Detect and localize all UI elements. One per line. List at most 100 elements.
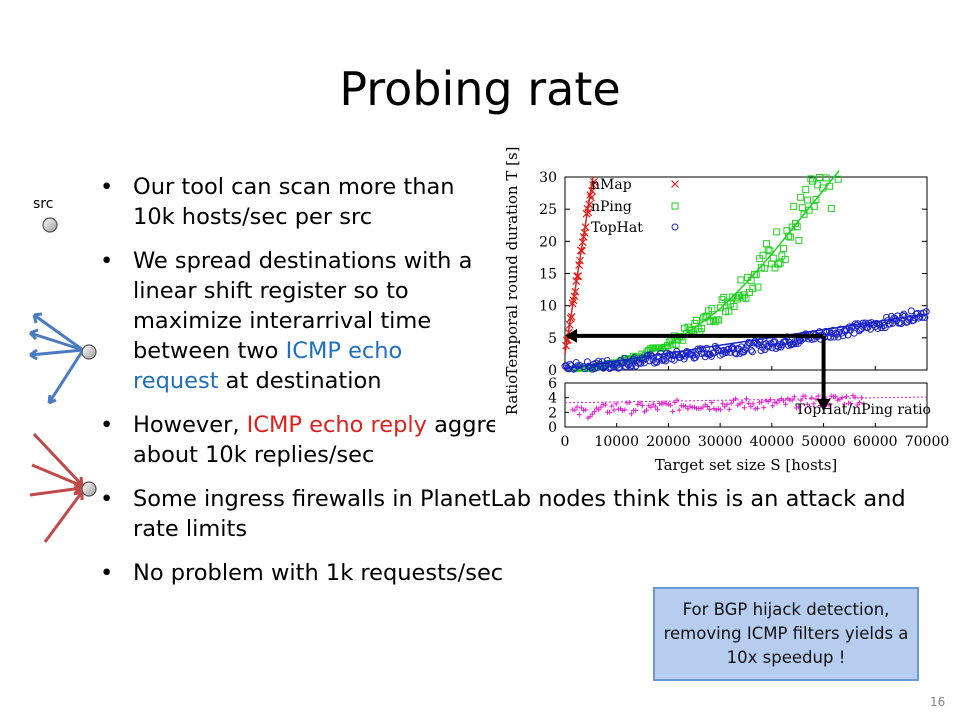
ratio-point xyxy=(587,414,593,420)
nping-point xyxy=(671,202,679,210)
ratio-point xyxy=(667,402,673,408)
ratio-point xyxy=(796,404,802,410)
x-tick-label: 0 xyxy=(561,434,570,450)
ratio-point xyxy=(741,405,747,411)
ratio-point xyxy=(670,408,676,414)
ratio-point xyxy=(724,401,730,407)
nping-point xyxy=(790,203,798,211)
ratio-point xyxy=(780,398,786,404)
ratio-point xyxy=(626,400,632,406)
ratio-fit-line xyxy=(564,396,928,404)
nping-point xyxy=(708,305,716,313)
ratio-point xyxy=(744,396,750,402)
nping-point xyxy=(800,210,808,218)
ratio-point xyxy=(802,393,808,399)
ratio-point xyxy=(637,400,643,406)
tophat-point xyxy=(699,345,707,353)
nping-point xyxy=(781,255,789,263)
nping-point xyxy=(725,307,733,315)
ratio-point xyxy=(852,394,858,400)
tophat-point xyxy=(834,333,842,341)
ratio-point xyxy=(691,404,697,410)
ratio-point xyxy=(589,411,595,417)
tophat-point xyxy=(899,312,907,320)
bullet-firewalls: • Some ingress firewalls in PlanetLab no… xyxy=(100,484,930,544)
nping-point xyxy=(797,193,805,201)
nmap-fit-line xyxy=(564,176,594,355)
ratio-point xyxy=(854,402,860,408)
nmap-point xyxy=(584,208,593,217)
slide-title: Probing rate xyxy=(339,62,621,116)
ratio-point xyxy=(726,406,732,412)
bullet-dot: • xyxy=(100,174,114,200)
ratio-point xyxy=(665,401,671,407)
nping-point xyxy=(766,247,774,255)
nping-point xyxy=(780,245,788,253)
ratio-point xyxy=(663,401,669,407)
bullet-text: No problem with 1k requests/sec xyxy=(133,560,504,586)
ratio-point xyxy=(848,400,854,406)
bullet-text: However, xyxy=(133,412,247,438)
ratio-point xyxy=(602,402,608,408)
bullet-dot: • xyxy=(100,486,114,512)
y-tick-label: 0 xyxy=(548,420,557,436)
tophat-point xyxy=(827,333,835,341)
y-tick-label: 5 xyxy=(548,331,557,347)
nping-point xyxy=(687,326,695,334)
nping-point xyxy=(715,316,723,324)
ratio-point xyxy=(620,407,626,413)
ratio-point xyxy=(683,403,689,409)
ratio-point xyxy=(583,407,589,413)
source-arrows-diagram xyxy=(28,217,97,543)
echo-request-arrows xyxy=(28,312,85,405)
y-tick-label: 2 xyxy=(548,405,557,421)
nping-point xyxy=(798,204,806,212)
nping-point xyxy=(809,177,817,185)
ratio-point xyxy=(609,403,615,409)
ratio-point xyxy=(576,412,582,418)
ratio-point xyxy=(789,397,795,403)
y-tick-label: 10 xyxy=(539,299,557,315)
source-node-top xyxy=(42,217,58,233)
nping-point xyxy=(827,204,835,212)
ratio-point xyxy=(633,407,639,413)
bullet-text: Our tool can scan more than 10k hosts/se… xyxy=(133,174,455,230)
source-node-middle xyxy=(81,344,97,360)
source-node-bottom xyxy=(81,481,97,497)
ratio-point xyxy=(783,401,789,407)
bullet-highlight-echo-reply: ICMP echo reply xyxy=(246,412,427,438)
nping-point xyxy=(749,284,757,292)
tophat-point xyxy=(897,319,905,327)
ratio-point xyxy=(728,400,734,406)
bullet-dot: • xyxy=(100,412,114,438)
legend-label-nmap: nMap xyxy=(591,177,632,193)
y-tick-label: 25 xyxy=(539,202,557,218)
y-tick-label: 30 xyxy=(539,170,557,186)
x-tick-label: 40000 xyxy=(750,434,795,450)
y-tick-label: 15 xyxy=(539,267,557,283)
ratio-point xyxy=(717,407,723,413)
tophat-point xyxy=(856,326,864,334)
nping-point xyxy=(773,228,781,236)
nping-point xyxy=(810,202,818,210)
bullet-text: at destination xyxy=(218,368,382,394)
ratio-point xyxy=(733,396,739,402)
nping-point xyxy=(759,251,767,259)
nping-point xyxy=(822,174,830,182)
tophat-point xyxy=(907,307,915,315)
ratio-point xyxy=(639,403,645,409)
annotation-arrowhead-left xyxy=(565,328,577,343)
nmap-point xyxy=(671,180,679,188)
ratio-point xyxy=(652,404,658,410)
ratio-point xyxy=(772,399,778,405)
ratio-point xyxy=(613,401,619,407)
annotation-arrowhead-down xyxy=(816,399,831,411)
ratio-point xyxy=(815,393,821,399)
y-tick-label: 0 xyxy=(548,363,557,379)
ratio-point xyxy=(720,401,726,407)
ratio-point xyxy=(833,393,839,399)
ratio-point xyxy=(574,404,580,410)
y-tick-label: 20 xyxy=(539,234,557,250)
x-tick-label: 60000 xyxy=(853,434,898,450)
